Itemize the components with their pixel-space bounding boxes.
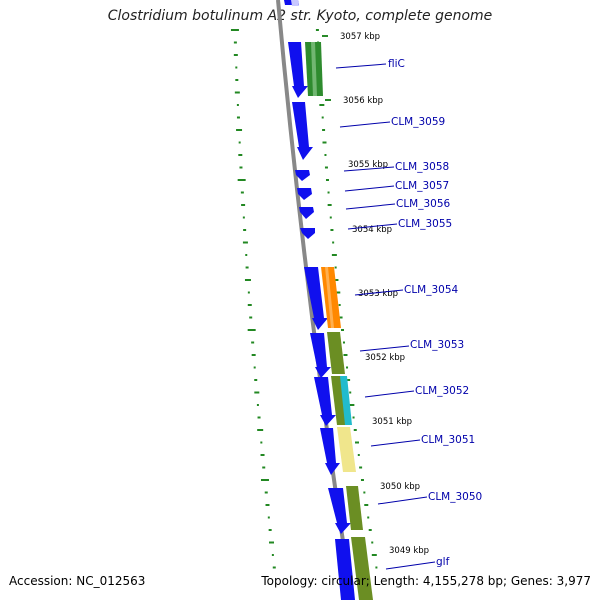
cds-feature (295, 170, 310, 181)
cds-feature (314, 377, 336, 426)
gene-label-clm3057[interactable]: CLM_3057 (395, 180, 449, 192)
cds-feature (328, 488, 351, 534)
accession-text: Accession: NC_012563 (9, 574, 146, 588)
kbp-tick: 3052 kbp (365, 353, 405, 363)
map-title: Clostridium botulinum A2 str. Kyoto, com… (107, 8, 493, 24)
kbp-tick: 3049 kbp (389, 546, 429, 556)
cds-feature (292, 102, 313, 160)
kbp-tick: 3054 kbp (352, 225, 392, 235)
gene-label-glf[interactable]: glf (436, 556, 450, 568)
gene-label-clm3059[interactable]: CLM_3059 (391, 116, 445, 128)
cds-feature-highlight (291, 0, 299, 6)
svg-text:3056 kbp: 3056 kbp (343, 96, 383, 106)
cog-bar-clm3052-b (340, 376, 352, 425)
cog-bar-clm3053 (327, 332, 345, 374)
svg-text:3050 kbp: 3050 kbp (380, 482, 420, 492)
gene-label-clm3054[interactable]: CLM_3054 (404, 284, 459, 296)
cog-bar-clm3051 (337, 427, 356, 472)
kbp-tick: 3050 kbp (380, 482, 420, 492)
svg-text:3057 kbp: 3057 kbp (340, 32, 380, 42)
cds-feature (310, 333, 331, 378)
cds-feature (299, 207, 314, 219)
cds-feature (320, 428, 340, 475)
svg-text:3049 kbp: 3049 kbp (389, 546, 429, 556)
svg-text:3053 kbp: 3053 kbp (358, 289, 398, 299)
svg-text:3052 kbp: 3052 kbp (365, 353, 405, 363)
gene-label-clm3058[interactable]: CLM_3058 (395, 161, 449, 173)
gene-label-clm3050[interactable]: CLM_3050 (428, 491, 482, 503)
gene-label-clm3052[interactable]: CLM_3052 (415, 385, 469, 397)
kbp-tick: 3051 kbp (372, 417, 412, 427)
cds-feature (288, 42, 308, 98)
cog-bar-shade (311, 42, 317, 96)
svg-text:3054 kbp: 3054 kbp (352, 225, 392, 235)
kbp-tick: 3055 kbp (348, 160, 388, 170)
kbp-tick: 3057 kbp (322, 32, 380, 42)
kbp-tick: 3053 kbp (358, 289, 398, 299)
cds-feature (335, 539, 355, 600)
cog-bar-clm3052 (331, 376, 347, 425)
gene-label-clm3053[interactable]: CLM_3053 (410, 339, 464, 351)
cog-bar-shade (325, 267, 334, 328)
gene-label-flic[interactable]: fliC (388, 58, 405, 70)
gene-leader-lines (335, 63, 436, 570)
svg-text:3055 kbp: 3055 kbp (348, 160, 388, 170)
cds-feature (300, 228, 315, 239)
gc-track-left (230, 29, 276, 569)
cog-bar-clm3050 (346, 486, 363, 530)
topology-text: Topology: circular; Length: 4,155,278 bp… (261, 574, 591, 588)
gene-label-clm3056[interactable]: CLM_3056 (396, 198, 451, 210)
gene-label-clm3051[interactable]: CLM_3051 (421, 434, 475, 446)
cds-feature (297, 188, 312, 200)
cds-feature (304, 267, 328, 330)
cog-bar-glf (351, 537, 373, 600)
svg-text:3051 kbp: 3051 kbp (372, 417, 412, 427)
kbp-tick: 3056 kbp (325, 96, 383, 106)
gene-label-clm3055[interactable]: CLM_3055 (398, 218, 452, 230)
